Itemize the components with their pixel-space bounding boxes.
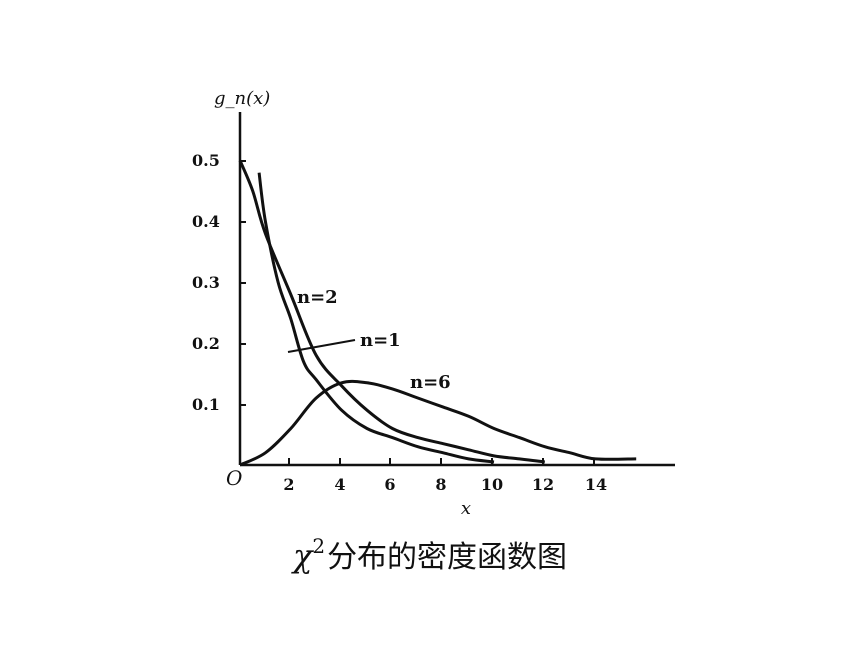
x-tick-label: 10 (481, 475, 503, 494)
y-tick-label: 0.1 (192, 395, 220, 414)
curve-label-n2: n=2 (297, 287, 338, 308)
y-tick-label: 0.4 (192, 212, 220, 231)
figure-caption: χ2分布的密度函数图 (0, 532, 860, 576)
x-tick-label: 6 (384, 475, 395, 494)
series-line-n2 (238, 159, 546, 464)
x-axis-label: x (461, 498, 471, 519)
chi-superscript: 2 (312, 534, 326, 558)
chi-symbol: χ (292, 537, 313, 575)
curve-label-n6: n=6 (410, 372, 451, 393)
y-tick-label: 0.5 (192, 151, 220, 170)
x-tick-label: 12 (532, 475, 554, 494)
y-axis-label: g_n(x) (214, 88, 270, 109)
x-tick-label: 2 (283, 475, 294, 494)
series-line-n6 (239, 379, 637, 467)
y-tick-label: 0.3 (192, 273, 220, 292)
caption-text: 分布的密度函数图 (327, 540, 568, 575)
x-tick-label: 4 (334, 475, 345, 494)
n1-label-leader (287, 339, 356, 353)
x-tick-label: 8 (435, 475, 446, 494)
x-tick-label: 14 (585, 475, 607, 494)
origin-label: O (226, 466, 242, 490)
curve-label-n1: n=1 (360, 330, 401, 351)
y-tick-label: 0.2 (192, 334, 220, 353)
series-line-n1 (257, 172, 495, 464)
